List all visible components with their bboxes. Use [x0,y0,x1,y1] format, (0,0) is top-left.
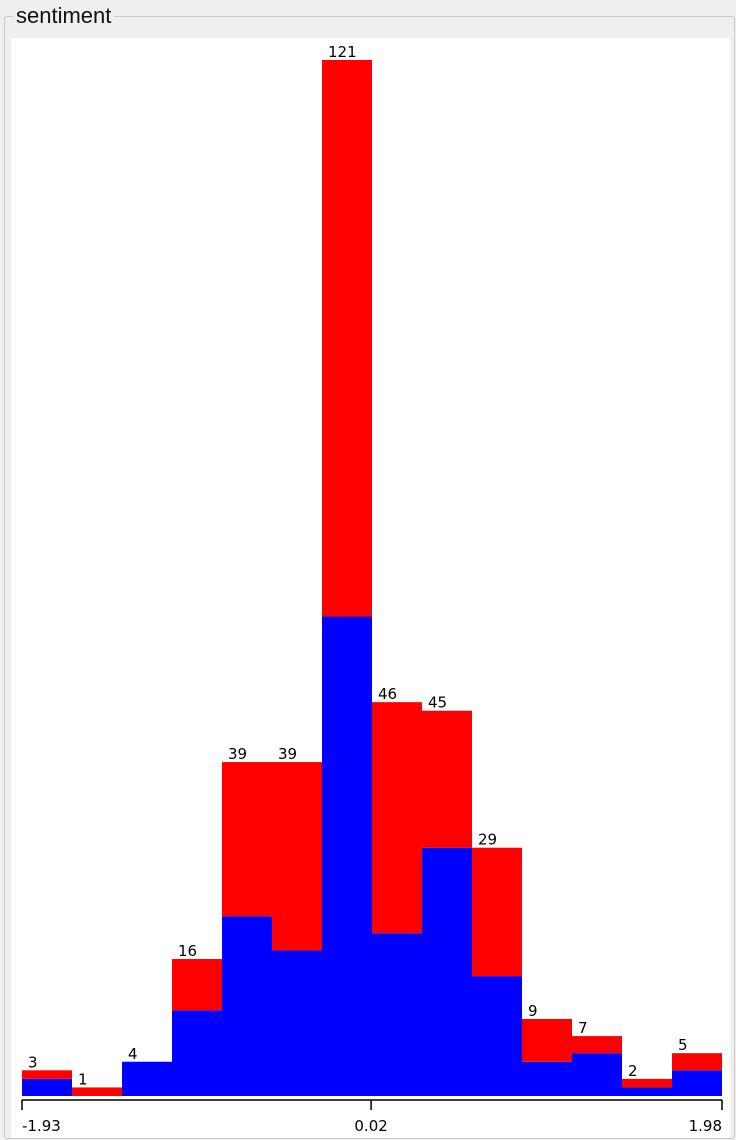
bar-label-bin-1: 3 [28,1053,38,1071]
bar-bin-11-series-1 [522,1061,572,1096]
bar-bin-5-series-2 [222,762,272,917]
bar-label-bin-9: 45 [428,694,447,712]
bar-bin-7-series-1 [322,616,372,1096]
bar-bin-4-series-2 [172,959,222,1011]
bar-bin-11-series-2 [522,1018,572,1062]
sentiment-histogram: 3 1 4 16 39 39 121 46 45 29 9 7 2 5 -1.93 0.02 1.98 [21,43,723,1135]
bar-label-bin-10: 29 [478,831,497,849]
bar-label-bin-11: 9 [528,1002,538,1020]
bar-label-bin-5: 39 [228,745,247,763]
bar-label-bin-3: 4 [128,1045,138,1063]
bar-bin-12-series-2 [572,1036,622,1054]
bar-bin-4-series-1 [172,1010,222,1096]
bar-bin-2-series-2 [72,1087,122,1096]
bar-bin-14-series-1 [672,1070,722,1096]
bar-bin-9-series-2 [422,710,472,848]
x-tick-label-2: 0.02 [354,1117,387,1135]
panel-title: sentiment [13,3,115,29]
bar-label-bin-7: 121 [328,43,357,61]
bar-bin-13-series-2 [622,1078,672,1088]
bar-bin-1-series-2 [22,1070,72,1079]
bar-bin-9-series-1 [422,847,472,1096]
bar-bin-1-series-1 [22,1078,72,1096]
bar-bin-10-series-1 [472,976,522,1096]
histogram-plot-area: 3 1 4 16 39 39 121 46 45 29 9 7 2 5 -1.93 0.02 1.98 [11,38,730,1138]
x-tick-label-1: -1.93 [22,1117,61,1135]
x-axis: -1.93 0.02 1.98 [21,1099,723,1135]
bar-bin-13-series-1 [622,1087,672,1096]
bar-label-bin-14: 5 [678,1036,688,1054]
bar-bin-8-series-1 [372,933,422,1096]
bar-bin-7-series-2 [322,60,372,617]
bar-bin-5-series-1 [222,916,272,1096]
bar-bin-12-series-1 [572,1053,622,1096]
bar-bin-10-series-2 [472,847,522,977]
bar-label-bin-2: 1 [78,1070,88,1088]
bar-bin-6-series-2 [272,762,322,951]
bar-label-bin-6: 39 [278,745,297,763]
x-tick-label-3: 1.98 [689,1117,722,1135]
bar-label-bin-8: 46 [378,685,397,703]
bar-label-bin-4: 16 [178,942,197,960]
bar-bin-14-series-2 [672,1053,722,1071]
bar-bin-6-series-1 [272,950,322,1096]
bar-label-bin-12: 7 [578,1019,588,1037]
sentiment-panel [4,16,735,1139]
bar-bin-8-series-2 [372,702,422,934]
bar-label-bin-13: 2 [628,1062,638,1080]
bar-bin-3-series-1 [122,1061,172,1096]
histogram-bar-labels: 3 1 4 16 39 39 121 46 45 29 9 7 2 5 [28,43,688,1088]
histogram-bars [22,60,722,1096]
